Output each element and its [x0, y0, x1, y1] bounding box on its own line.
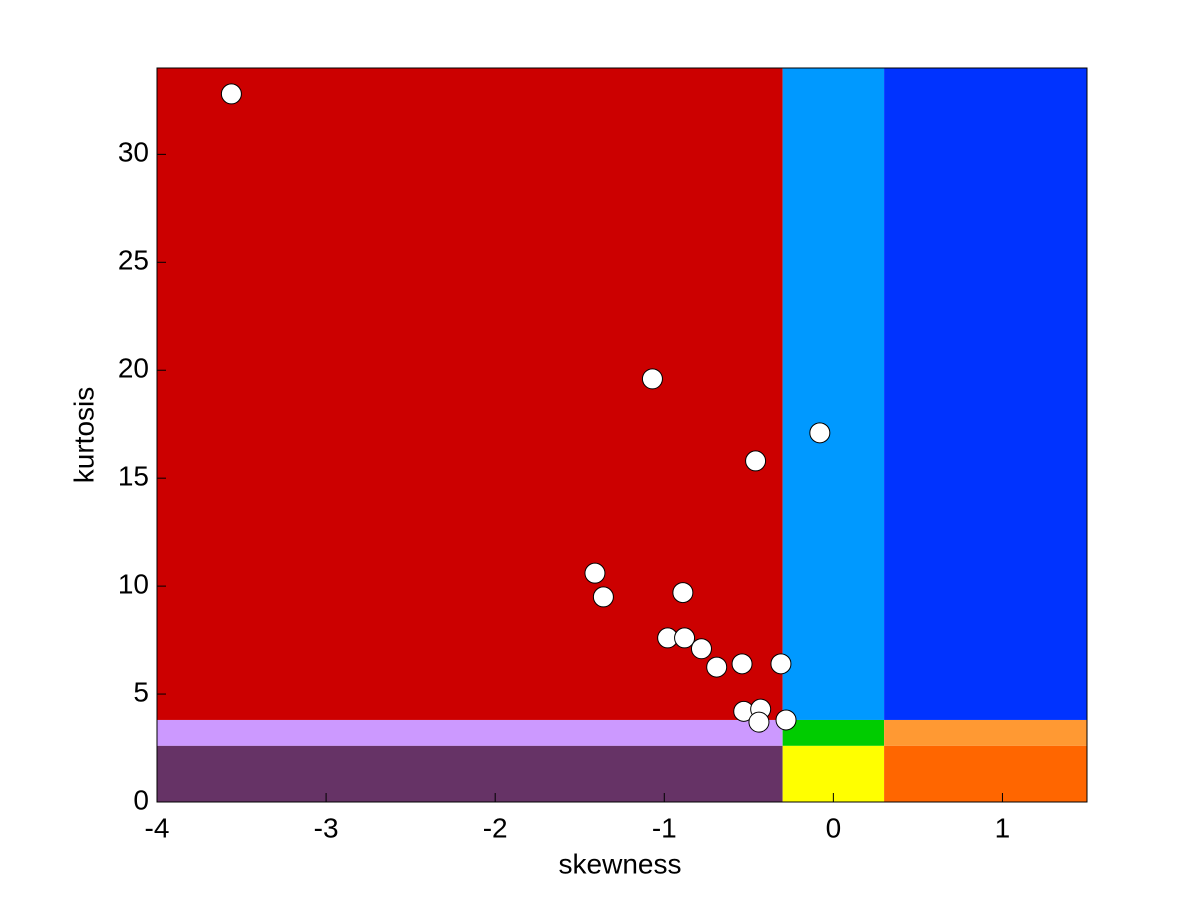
y-axis-label: kurtosis — [68, 387, 99, 483]
x-tick-label: 0 — [826, 812, 842, 843]
point — [641, 368, 663, 390]
region — [782, 68, 885, 720]
region — [157, 68, 783, 720]
y-tick-label: 10 — [118, 569, 149, 600]
y-tick-label: 20 — [118, 353, 149, 384]
region — [157, 745, 783, 802]
y-tick-label: 15 — [118, 461, 149, 492]
region — [782, 745, 885, 802]
point — [770, 653, 792, 675]
x-tick-label: -1 — [652, 812, 677, 843]
x-tick-label: 1 — [995, 812, 1011, 843]
point — [775, 709, 797, 731]
x-tick-label: -4 — [145, 812, 170, 843]
x-tick-label: -2 — [483, 812, 508, 843]
point — [584, 562, 606, 584]
y-tick-label: 25 — [118, 245, 149, 276]
point — [731, 653, 753, 675]
point — [706, 656, 728, 678]
plot-frame — [156, 67, 1088, 803]
point — [809, 422, 831, 444]
region — [157, 719, 783, 746]
y-tick-label: 30 — [118, 137, 149, 168]
region — [884, 68, 1087, 720]
x-tick-label: -3 — [314, 812, 339, 843]
region — [884, 719, 1087, 746]
point — [674, 627, 696, 649]
point — [672, 582, 694, 604]
point — [690, 638, 712, 660]
x-axis-label: skewness — [559, 848, 682, 879]
region — [884, 745, 1087, 802]
point — [745, 450, 767, 472]
point — [220, 83, 242, 105]
y-tick-label: 5 — [133, 676, 149, 707]
y-tick-label: 0 — [133, 784, 149, 815]
point — [748, 711, 770, 733]
point — [592, 586, 614, 608]
region — [782, 719, 885, 746]
